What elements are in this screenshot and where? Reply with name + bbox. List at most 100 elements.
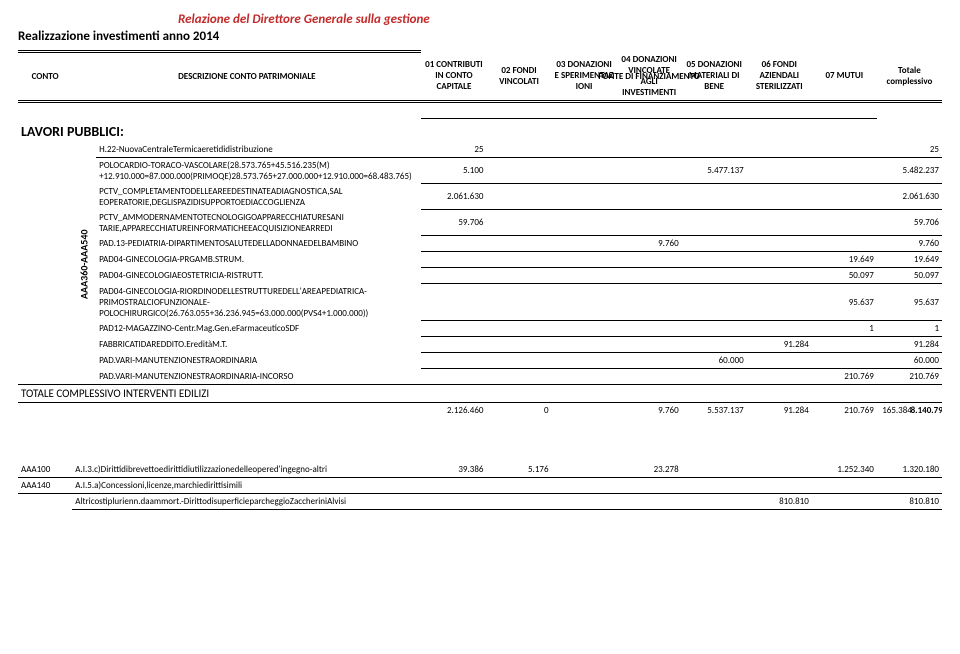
row-desc: A.I.3.c)Dirittidibrevettoedirittidiutili… bbox=[72, 462, 421, 478]
cell-c03 bbox=[552, 268, 617, 284]
row-desc: PCTV_AMMODERNAMENTOTECNOLOGIGOAPPARECCHI… bbox=[96, 210, 421, 236]
cell-tot: 91.284 bbox=[877, 337, 942, 353]
cell-c05: 5.477.137 bbox=[682, 157, 747, 184]
cell-c05 bbox=[682, 321, 747, 337]
cell-c04 bbox=[617, 353, 682, 369]
cell-c01 bbox=[421, 478, 486, 494]
cell-c07 bbox=[812, 142, 877, 158]
table-row: POLOCARDIO-TORACO-VASCOLARE(28.573.765+4… bbox=[18, 157, 942, 184]
cell-c02 bbox=[486, 369, 551, 385]
tot-c05: 5.537.137 bbox=[682, 403, 747, 419]
table-row: PCTV_COMPLETAMENTODELLEAREEDESTINATEADIA… bbox=[18, 184, 942, 210]
cell-c06 bbox=[747, 268, 812, 284]
tot-c06: 91.284 bbox=[747, 403, 812, 419]
cell-c04 bbox=[617, 284, 682, 321]
cell-c04 bbox=[617, 210, 682, 236]
cell-tot: 2.061.630 bbox=[877, 184, 942, 210]
cell-tot bbox=[877, 478, 942, 494]
vertical-group-label: AAA360-AAA540 bbox=[72, 142, 96, 385]
cell-c06 bbox=[747, 369, 812, 385]
cell-c03 bbox=[552, 157, 617, 184]
row-desc: PAD12-MAGAZZINO-Centr.Mag.Gen.eFarmaceut… bbox=[96, 321, 421, 337]
cell-c03 bbox=[552, 478, 617, 494]
cell-c04 bbox=[617, 268, 682, 284]
cell-c02 bbox=[486, 337, 551, 353]
cell-c06 bbox=[747, 284, 812, 321]
cell-c02 bbox=[486, 236, 551, 252]
cell-c06 bbox=[747, 157, 812, 184]
cell-c05 bbox=[682, 284, 747, 321]
cell-c01: 25 bbox=[421, 142, 486, 158]
cell-c01 bbox=[421, 321, 486, 337]
cell-c02 bbox=[486, 252, 551, 268]
table-row: PAD12-MAGAZZINO-Centr.Mag.Gen.eFarmaceut… bbox=[18, 321, 942, 337]
row-desc: FABBRICATIDAREDDITO.EreditàM.T. bbox=[96, 337, 421, 353]
cell-c05 bbox=[682, 252, 747, 268]
cell-c03 bbox=[552, 252, 617, 268]
table-row: PAD04-GINECOLOGIA-PRGAMB.STRUM. 19.64919.… bbox=[18, 252, 942, 268]
cell-c02 bbox=[486, 321, 551, 337]
cell-c05 bbox=[682, 478, 747, 494]
cell-c03 bbox=[552, 236, 617, 252]
col-desc: DESCRIZIONE CONTO PATRIMONIALE bbox=[72, 52, 421, 102]
cell-tot: 95.637 bbox=[877, 284, 942, 321]
cell-c05 bbox=[682, 337, 747, 353]
table-row: AAA100A.I.3.c)Dirittidibrevettoedirittid… bbox=[18, 462, 942, 478]
cell-c02 bbox=[486, 284, 551, 321]
cell-c01: 2.061.630 bbox=[421, 184, 486, 210]
cell-c07 bbox=[812, 157, 877, 184]
cell-c07 bbox=[812, 236, 877, 252]
cell-c06 bbox=[747, 252, 812, 268]
table-row: PAD04-GINECOLOGIAEOSTETRICIA-RISTRUTT.50… bbox=[18, 268, 942, 284]
table-row: PAD.13-PEDIATRIA-DIPARTIMENTOSALUTEDELLA… bbox=[18, 236, 942, 252]
report-title: Relazione del Direttore Generale sulla g… bbox=[178, 12, 942, 27]
row-desc: PAD.VARI-MANUTENZIONESTRAORDINARIA bbox=[96, 353, 421, 369]
cell-c04 bbox=[617, 478, 682, 494]
cell-c06 bbox=[747, 184, 812, 210]
row-desc: POLOCARDIO-TORACO-VASCOLARE(28.573.765+4… bbox=[96, 157, 421, 184]
cell-c04 bbox=[617, 157, 682, 184]
tot-c01: 2.126.460 bbox=[421, 403, 486, 419]
cell-c01 bbox=[421, 236, 486, 252]
cell-c03 bbox=[552, 353, 617, 369]
cell-conto: AAA100 bbox=[18, 462, 72, 478]
cell-c07: 1.252.340 bbox=[812, 462, 877, 478]
section-lavori-pubblici: LAVORI PUBBLICI: bbox=[18, 118, 942, 142]
cell-c05 bbox=[682, 462, 747, 478]
cell-c01 bbox=[421, 494, 486, 510]
cell-c06 bbox=[747, 142, 812, 158]
cell-tot: 5.482.237 bbox=[877, 157, 942, 184]
cell-c03 bbox=[552, 321, 617, 337]
cell-c07: 50.097 bbox=[812, 268, 877, 284]
cell-c06: 91.284 bbox=[747, 337, 812, 353]
cell-c06 bbox=[747, 478, 812, 494]
cell-tot: 50.097 bbox=[877, 268, 942, 284]
cell-c05 bbox=[682, 184, 747, 210]
row-desc: PAD04-GINECOLOGIA-PRGAMB.STRUM. bbox=[96, 252, 421, 268]
cell-c02 bbox=[486, 184, 551, 210]
cell-c06 bbox=[747, 321, 812, 337]
cell-tot: 19.649 bbox=[877, 252, 942, 268]
cell-c03 bbox=[552, 369, 617, 385]
report-subtitle: Realizzazione investimenti anno 2014 bbox=[18, 29, 942, 44]
cell-c01: 39.386 bbox=[421, 462, 486, 478]
table-row: FABBRICATIDAREDDITO.EreditàM.T. 91.284 91.… bbox=[18, 337, 942, 353]
row-desc: A.I.5.a)Concessioni,licenze,marchiedirit… bbox=[72, 478, 421, 494]
cell-c05 bbox=[682, 494, 747, 510]
main-table: CONTO DESCRIZIONE CONTO PATRIMONIALE 01 … bbox=[18, 50, 942, 510]
cell-c05: 60.000 bbox=[682, 353, 747, 369]
cell-c04: 9.760 bbox=[617, 236, 682, 252]
cell-c03 bbox=[552, 494, 617, 510]
cell-tot: 210.769 bbox=[877, 369, 942, 385]
cell-c03 bbox=[552, 337, 617, 353]
cell-c04: 23.278 bbox=[617, 462, 682, 478]
col-tot: Totale complessivo bbox=[877, 52, 942, 102]
cell-c07 bbox=[812, 494, 877, 510]
cell-c03 bbox=[552, 142, 617, 158]
table-row: PAD.VARI-MANUTENZIONESTRAORDINARIA 60.000… bbox=[18, 353, 942, 369]
cell-tot: 810.810 bbox=[877, 494, 942, 510]
row-desc: PAD04-GINECOLOGIA-RIORDINODELLESTRUTTURE… bbox=[96, 284, 421, 321]
cell-c06: 810.810 bbox=[747, 494, 812, 510]
cell-c01 bbox=[421, 353, 486, 369]
cell-c07: 19.649 bbox=[812, 252, 877, 268]
